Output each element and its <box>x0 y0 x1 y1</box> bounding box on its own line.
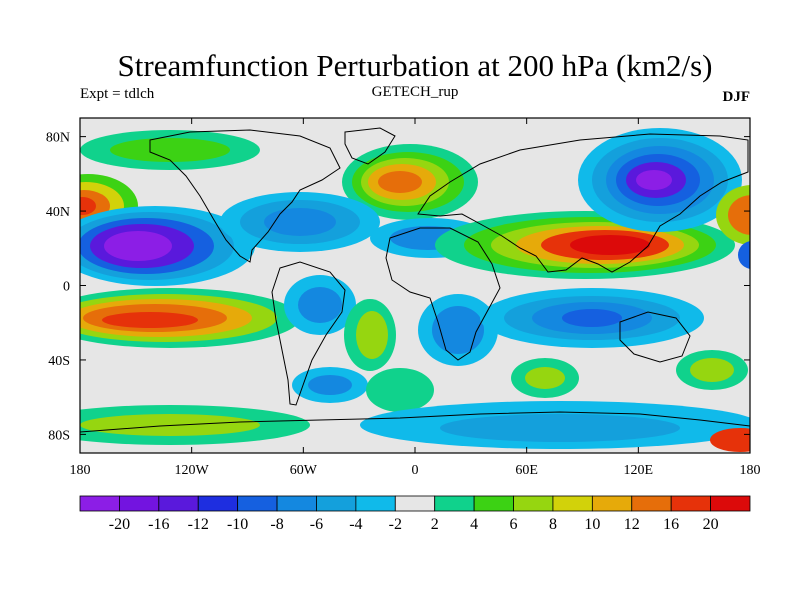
cyclone-south-america <box>284 275 368 403</box>
anticyclone-europe <box>342 144 478 220</box>
colorbar-swatch <box>434 495 475 512</box>
colorbar-swatch <box>591 495 633 512</box>
colorbar-label: -16 <box>148 516 169 533</box>
colorbar-swatch <box>355 495 396 512</box>
colorbar-label: -12 <box>188 516 209 533</box>
anticyclone-south-pacific <box>80 288 300 348</box>
colorbar-label: -20 <box>109 516 130 533</box>
colorbar-swatch <box>79 495 120 512</box>
colorbar-swatch <box>631 495 672 512</box>
colorbar-label: -4 <box>349 516 362 533</box>
cyclone-africa <box>418 294 498 366</box>
colorbar-swatch <box>276 495 317 512</box>
latitude-axis: 80N 40N 0 40S 80S <box>46 131 750 443</box>
x-tick-label: 60W <box>290 463 318 478</box>
x-tick-label: 180 <box>70 463 91 478</box>
coastline-greenland <box>344 127 396 165</box>
experiment-label: Expt = tdlch <box>80 86 155 102</box>
colorbar-swatch <box>513 495 554 512</box>
colorbar-label: 16 <box>663 516 679 533</box>
coastline-eurasia <box>417 133 749 273</box>
colorbar-swatch <box>197 495 239 512</box>
dataset-label: GETECH_rup <box>372 84 459 100</box>
colorbar-label: 10 <box>584 516 600 533</box>
colorbar-swatch <box>119 495 160 512</box>
cyclone-indian-ocean <box>480 288 704 348</box>
y-tick-label: 80N <box>46 131 70 146</box>
x-tick-label: 120W <box>175 463 210 478</box>
map-panel <box>79 117 751 454</box>
colorbar-label: -10 <box>227 516 248 533</box>
anticyclone-south-atlantic <box>344 299 434 412</box>
coastline-south-america <box>271 261 346 406</box>
coastlines <box>80 127 750 433</box>
colorbar-label: 12 <box>624 516 640 533</box>
cyclone-atlantic <box>220 192 380 252</box>
colorbar-label: -8 <box>270 516 283 533</box>
colorbar-swatch <box>670 495 711 512</box>
longitude-axis: 180 120W 60W 0 60E 120E 180 <box>70 118 761 478</box>
colorbar-label: 2 <box>431 516 439 533</box>
y-tick-label: 0 <box>63 280 70 295</box>
x-tick-label: 120E <box>624 463 654 478</box>
y-tick-label: 80S <box>48 428 70 443</box>
colorbar-label: -2 <box>389 516 402 533</box>
colorbar-swatch <box>316 495 357 512</box>
cyclone-central-pacific <box>80 206 255 286</box>
colorbar-swatch <box>158 495 199 512</box>
colorbar-swatch <box>552 495 593 512</box>
colorbar-label: 8 <box>549 516 557 533</box>
colorbar-label: 20 <box>703 516 719 533</box>
anticyclone-east-edge <box>716 185 750 269</box>
antarctic-band <box>80 401 750 452</box>
colorbar-swatch <box>394 495 436 512</box>
y-tick-label: 40N <box>46 205 70 220</box>
coastline-africa <box>385 227 501 361</box>
anticyclone-south-indian <box>511 350 748 398</box>
colorbar-label: 4 <box>470 516 478 533</box>
colorbar-label: 6 <box>510 516 518 533</box>
x-tick-label: 0 <box>412 463 419 478</box>
coastline-north-america <box>149 129 341 263</box>
colorbar-label: -6 <box>310 516 323 533</box>
colorbar-swatch <box>237 495 278 512</box>
coastline-antarctica <box>80 411 750 433</box>
colorbar-swatch <box>473 495 514 512</box>
contour-fields <box>80 128 750 452</box>
season-label: DJF <box>723 89 751 105</box>
y-tick-label: 40S <box>48 354 70 369</box>
coastline-australia <box>619 311 691 363</box>
north-pacific-band <box>80 130 260 170</box>
colorbar: -20 -16 -12 -10 -8 -6 -4 -2 2 4 6 8 10 12 16 20 <box>79 495 751 533</box>
x-tick-label: 60E <box>515 463 538 478</box>
chart-title: Streamfunction Perturbation at 200 hPa (… <box>118 48 713 83</box>
colorbar-swatch <box>710 495 751 512</box>
x-tick-label: 180 <box>740 463 761 478</box>
